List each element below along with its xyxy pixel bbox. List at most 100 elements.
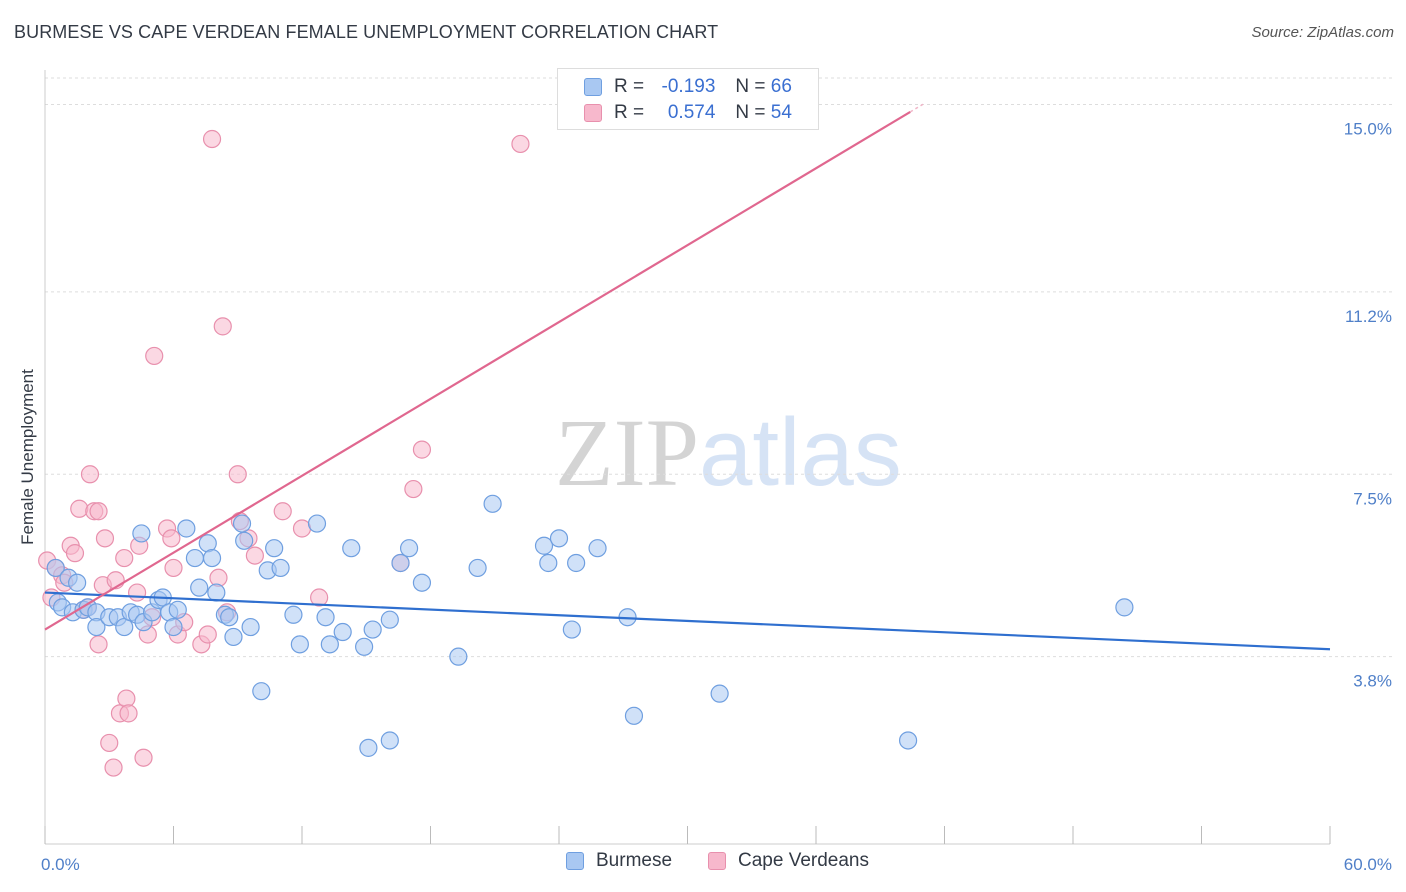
cape-verdeans-point: [100, 733, 119, 753]
cape-verdeans-swatch: [708, 852, 726, 870]
burmese-point: [355, 637, 374, 656]
burmese-point: [284, 605, 303, 624]
legend-n-label: N =: [735, 102, 766, 123]
legend-r-value: 0.574: [667, 102, 716, 123]
burmese-point: [380, 731, 399, 750]
cape-verdeans-point: [412, 440, 432, 459]
burmese-point: [399, 539, 419, 558]
cape-verdeans-point: [89, 635, 108, 654]
correlation-legend: R = -0.193 N = 66 R = 0.574 N = 54: [557, 68, 819, 130]
burmese-point: [1115, 598, 1134, 617]
cape-verdeans-point: [310, 588, 329, 607]
burmese-point: [202, 548, 222, 568]
burmese-point: [177, 519, 196, 538]
cape-verdeans-point: [127, 583, 147, 602]
burmese-point: [185, 548, 205, 568]
burmese-point: [265, 539, 284, 558]
burmese-point: [316, 608, 335, 627]
burmese-point: [898, 731, 918, 750]
cape-verdeans-point: [95, 529, 115, 548]
cape-verdeans-point: [134, 748, 153, 767]
burmese-point: [232, 514, 252, 533]
legend-r-label: R =: [614, 76, 645, 97]
burmese-point: [220, 608, 239, 627]
burmese-point: [710, 684, 729, 703]
legend-row-cape-verdeans: R = 0.574 N = 54: [584, 100, 792, 126]
cape-verdeans-points: [38, 129, 530, 777]
bottom-legend-label: Burmese: [596, 850, 673, 871]
x-tick-label: 0.0%: [41, 855, 80, 874]
burmese-point: [235, 531, 254, 550]
legend-n-label: N =: [735, 76, 766, 97]
burmese-swatch: [566, 852, 584, 870]
cape-verdeans-point: [80, 465, 100, 484]
burmese-point: [252, 682, 271, 701]
cape-verdeans-point: [202, 129, 222, 149]
legend-n-value: 66: [770, 76, 792, 97]
burmese-point: [588, 539, 607, 558]
burmese-point: [468, 558, 487, 578]
burmese-point: [333, 622, 352, 642]
burmese-point: [290, 635, 309, 654]
burmese-point: [132, 524, 151, 543]
burmese-point: [46, 558, 65, 578]
grid-layer: [45, 77, 1392, 658]
burmese-point: [562, 620, 581, 639]
burmese-point: [534, 536, 554, 555]
y-tick-label: 7.5%: [1353, 489, 1392, 508]
cape-verdeans-point: [164, 558, 183, 578]
cape-verdeans-point: [119, 704, 138, 723]
bottom-legend-burmese: Burmese: [566, 850, 672, 872]
label-layer: 3.8% 7.5% 11.2% 15.0% 0.0% 60.0% Female Unempl…: [18, 120, 1392, 874]
cape-verdeans-point: [198, 625, 217, 644]
burmese-point: [412, 573, 432, 592]
watermark-zip: ZIP: [555, 399, 699, 506]
bottom-legend-cape-verdeans: Cape Verdeans: [708, 850, 869, 872]
burmese-point: [342, 539, 361, 558]
chart-title: BURMESE VS CAPE VERDEAN FEMALE UNEMPLOYM…: [14, 22, 719, 42]
watermark-atlas: atlas: [699, 399, 902, 506]
burmese-point: [241, 617, 260, 637]
cape-verdeans-trend-line: [44, 110, 911, 631]
cape-verdeans-trend-extension: [909, 103, 924, 113]
burmese-swatch: [584, 78, 602, 96]
y-tick-label: 3.8%: [1353, 672, 1392, 691]
cape-verdeans-swatch: [584, 104, 602, 122]
legend-r-label: R =: [614, 102, 645, 123]
cape-verdeans-point: [404, 479, 423, 499]
trend-layer: [44, 103, 1331, 651]
cape-verdeans-point: [65, 544, 85, 563]
burmese-point: [190, 578, 209, 597]
cape-verdeans-point: [115, 548, 134, 568]
cape-verdeans-point: [245, 546, 264, 565]
cape-verdeans-point: [89, 502, 108, 521]
cape-verdeans-point: [104, 758, 123, 777]
burmese-point: [168, 600, 187, 619]
burmese-point: [380, 610, 399, 629]
burmese-points: [46, 494, 1134, 757]
burmese-point: [363, 620, 382, 639]
y-axis-title: Female Unemployment: [18, 369, 37, 545]
source-label: Source: ZipAtlas.com: [1251, 24, 1394, 41]
burmese-point: [391, 553, 410, 573]
legend-row-burmese: R = -0.193 N = 66: [584, 74, 792, 100]
burmese-point: [567, 553, 586, 573]
y-tick-label: 11.2%: [1345, 307, 1392, 326]
cape-verdeans-point: [145, 346, 164, 366]
burmese-point: [320, 635, 339, 654]
cape-verdeans-point: [228, 465, 247, 484]
cape-verdeans-point: [70, 499, 89, 518]
x-tick-label: 60.0%: [1344, 855, 1392, 874]
burmese-trend-line: [44, 591, 1331, 651]
burmese-point: [359, 738, 378, 757]
cape-verdeans-point: [273, 502, 292, 521]
burmese-point: [207, 583, 226, 602]
y-tick-label: 15.0%: [1344, 120, 1392, 139]
legend-n-value: 54: [770, 102, 792, 123]
axis-layer: [44, 70, 1331, 845]
burmese-point: [87, 617, 106, 637]
burmese-point: [483, 494, 502, 513]
burmese-point: [68, 573, 87, 592]
burmese-point: [271, 558, 290, 578]
